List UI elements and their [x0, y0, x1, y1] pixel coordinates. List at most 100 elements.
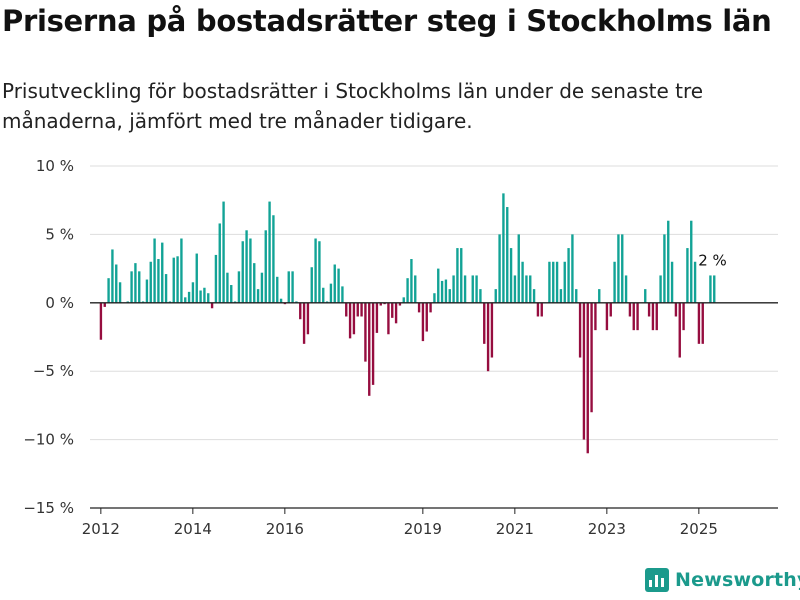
- bar: [452, 275, 455, 303]
- bar: [222, 201, 225, 303]
- bar: [425, 302, 428, 332]
- bar: [199, 290, 202, 303]
- bar: [494, 289, 497, 303]
- bar: [299, 302, 302, 320]
- x-tick-label: 2016: [266, 520, 304, 538]
- bar: [253, 263, 256, 303]
- bar: [613, 261, 616, 303]
- bar: [291, 271, 294, 303]
- bar: [195, 253, 198, 303]
- bar: [578, 302, 582, 358]
- bar: [621, 234, 624, 303]
- bar: [605, 302, 609, 331]
- bar: [548, 261, 551, 303]
- bar: [483, 302, 486, 344]
- y-axis-tick-labels: 10 % 5 % 0 % −5 % −10 % −15 %: [23, 157, 74, 517]
- bar: [475, 275, 478, 303]
- bar: [168, 301, 172, 303]
- brand-name: Newsworthy: [675, 569, 800, 591]
- y-tick-label: 10 %: [36, 157, 74, 175]
- bar: [655, 302, 658, 331]
- bar: [306, 302, 310, 335]
- bar: [632, 302, 635, 331]
- bar: [287, 271, 290, 303]
- chart-title: Priserna på bostadsrätter steg i Stockho…: [2, 4, 772, 38]
- bar: [218, 223, 221, 303]
- bar: [559, 289, 563, 303]
- bar: [444, 279, 448, 303]
- bar: [567, 248, 570, 303]
- bar: [525, 275, 528, 303]
- bar: [310, 267, 313, 303]
- bar: [153, 238, 156, 303]
- bar: [245, 230, 248, 303]
- bar: [103, 302, 106, 307]
- bar: [513, 275, 517, 303]
- bar: [180, 238, 183, 303]
- bar: [414, 275, 417, 303]
- bar: [670, 261, 674, 303]
- bar: [337, 268, 340, 303]
- bar: [506, 207, 509, 303]
- bar: [99, 302, 103, 340]
- bar: [141, 301, 145, 303]
- bar: [295, 301, 298, 303]
- bar: [460, 248, 463, 303]
- bar: [237, 271, 241, 303]
- bar: [172, 257, 175, 303]
- bar: [571, 234, 574, 303]
- bar: [272, 215, 275, 303]
- bar: [241, 241, 244, 303]
- x-tick-label: 2023: [588, 520, 626, 538]
- bar: [394, 302, 398, 324]
- bar: [318, 241, 321, 303]
- y-tick-label: −15 %: [23, 499, 74, 517]
- y-tick-label: −5 %: [33, 362, 74, 380]
- bar: [118, 282, 122, 303]
- bar: [406, 278, 409, 303]
- bar: [598, 289, 601, 303]
- grid-lines: [90, 165, 778, 441]
- bar: [130, 271, 133, 303]
- bar: [529, 275, 532, 303]
- bar: [693, 261, 697, 303]
- bar: [187, 291, 191, 303]
- bar: [157, 259, 160, 303]
- bar: [383, 302, 386, 305]
- bar: [126, 301, 129, 303]
- bar: [590, 302, 593, 413]
- bar: [609, 302, 612, 317]
- bar: [552, 261, 555, 303]
- bar: [360, 302, 363, 317]
- bar: [486, 302, 490, 372]
- data-labels: 2 %: [698, 251, 727, 269]
- bars: [99, 193, 716, 454]
- bar: [713, 275, 716, 303]
- bar: [440, 280, 444, 303]
- bar: [348, 302, 352, 339]
- bar: [107, 278, 110, 303]
- bar: [364, 302, 367, 362]
- bar: [375, 302, 379, 333]
- bar: [145, 279, 149, 303]
- bar: [329, 283, 333, 303]
- bar: [184, 297, 187, 303]
- bar: [502, 193, 505, 303]
- bar: [498, 234, 501, 303]
- bar: [249, 238, 252, 303]
- x-tick-label: 2014: [174, 520, 212, 538]
- bar: [341, 286, 344, 303]
- bar: [448, 289, 451, 303]
- bar: [417, 302, 421, 313]
- bar: [410, 259, 413, 303]
- bar: [686, 248, 689, 303]
- bar: [701, 302, 704, 344]
- bar: [517, 234, 520, 303]
- bar: [471, 275, 474, 303]
- bar: [624, 275, 628, 303]
- newsworthy-logo: Newsworthy: [645, 568, 800, 592]
- bar: [421, 302, 425, 342]
- bar: [226, 272, 229, 303]
- bar: [368, 302, 371, 396]
